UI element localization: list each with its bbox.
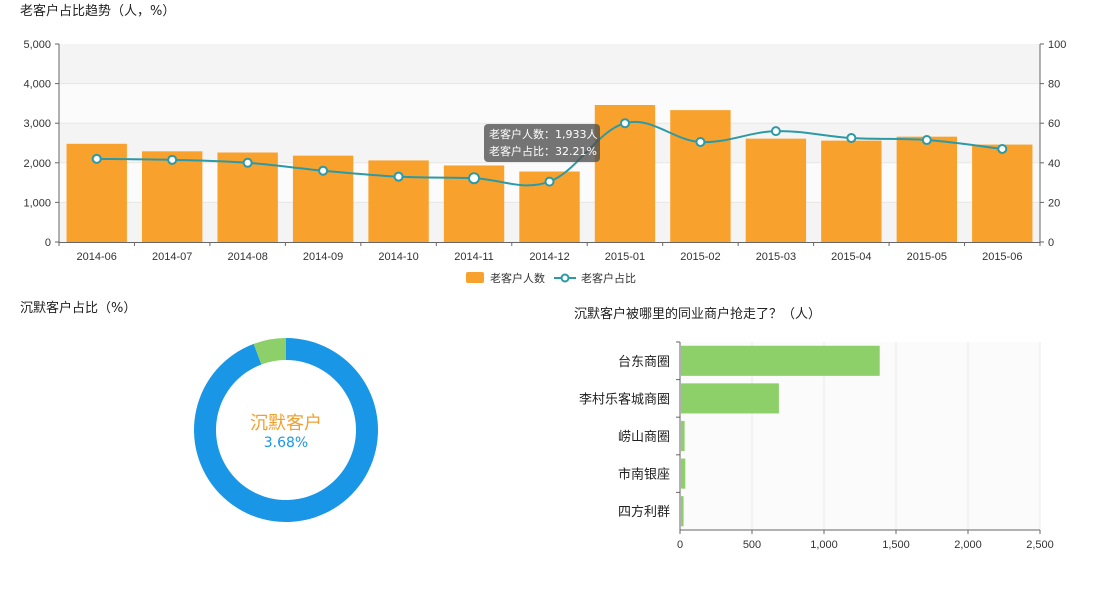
x-tick-label: 2014-09 xyxy=(303,251,343,263)
tooltip-line-ratio: 老客户占比：32.21% xyxy=(489,145,597,158)
hbar-category-label: 四方利群 xyxy=(618,504,670,520)
line-point xyxy=(846,133,857,144)
line-point xyxy=(167,154,178,165)
y-tick-label-left: 5,000 xyxy=(23,39,51,51)
bar-old-customers xyxy=(821,140,882,242)
line-point xyxy=(921,135,932,146)
hbar-x-tick-label: 500 xyxy=(743,539,761,551)
y-tick-label-right: 100 xyxy=(1048,39,1066,51)
bar-old-customers xyxy=(896,136,957,242)
plot-band xyxy=(59,83,1040,124)
x-tick-label: 2014-06 xyxy=(77,251,117,263)
y-tick-label-right: 80 xyxy=(1048,79,1060,91)
bar-old-customers xyxy=(972,144,1033,242)
x-tick-label: 2014-07 xyxy=(152,251,192,263)
x-tick-label: 2014-08 xyxy=(227,251,267,263)
x-tick-label: 2015-01 xyxy=(605,251,645,263)
y-tick-label-left: 3,000 xyxy=(23,118,51,130)
line-point xyxy=(619,118,630,129)
donut-center-value: 3.68% xyxy=(263,435,309,451)
donut-center-name: 沉默客户 xyxy=(250,413,322,434)
hbar-category-label: 台东商圈 xyxy=(618,355,670,370)
hbar-x-tick-label: 2,000 xyxy=(954,539,982,551)
hbar xyxy=(681,496,684,527)
bar-old-customers xyxy=(142,151,203,242)
y-tick-label-left: 4,000 xyxy=(23,79,51,91)
y-tick-label-right: 0 xyxy=(1048,237,1054,249)
hbar-category-label: 崂山商圈 xyxy=(618,430,670,445)
hbar-x-tick-label: 0 xyxy=(677,539,683,551)
legend-line-marker xyxy=(560,273,570,283)
hbar-category-label: 市南银座 xyxy=(618,467,670,483)
x-tick-label: 2014-12 xyxy=(529,251,569,263)
x-tick-label: 2015-05 xyxy=(907,251,947,263)
line-point xyxy=(468,172,481,185)
x-tick-label: 2015-02 xyxy=(680,251,720,263)
line-point xyxy=(242,157,253,168)
legend-line-label: 老客户占比 xyxy=(581,271,636,285)
competitor-chart-title: 沉默客户被哪里的同业商户抢走了？（人） xyxy=(574,307,822,322)
bar-old-customers xyxy=(670,110,731,242)
legend-bar-label: 老客户人数 xyxy=(490,271,545,285)
hbar-x-tick-label: 1,000 xyxy=(810,539,838,551)
hbar-category-label: 李村乐客城商圈 xyxy=(579,391,670,407)
x-tick-label: 2015-06 xyxy=(982,251,1022,263)
line-point xyxy=(393,171,404,182)
hbar xyxy=(681,383,779,414)
y-tick-label-right: 20 xyxy=(1048,197,1060,209)
hbar xyxy=(681,420,685,452)
plot-band xyxy=(59,44,1040,84)
y-tick-label-left: 1,000 xyxy=(23,197,51,209)
x-tick-label: 2015-04 xyxy=(831,251,871,263)
line-point xyxy=(91,153,102,164)
bar-old-customers xyxy=(745,138,807,242)
tooltip-line-count: 老客户人数：1,933人 xyxy=(489,128,598,141)
y-tick-label-left: 2,000 xyxy=(23,158,51,170)
hbar xyxy=(681,345,880,376)
hbar-x-tick-label: 2,500 xyxy=(1026,539,1054,551)
x-tick-label: 2015-03 xyxy=(756,251,796,263)
legend-bar-swatch xyxy=(466,272,484,283)
donut-slice-silent xyxy=(253,338,286,365)
silent-chart-title: 沉默客户占比（%） xyxy=(20,301,137,316)
hbar-x-tick-label: 1,500 xyxy=(882,539,910,551)
y-tick-label-left: 0 xyxy=(45,237,51,249)
line-point xyxy=(770,126,781,137)
chart-tooltip: 老客户人数：1,933人 老客户占比：32.21% xyxy=(484,124,600,162)
line-point xyxy=(997,143,1008,154)
hbar xyxy=(681,458,686,489)
x-tick-label: 2014-10 xyxy=(378,251,418,263)
line-point xyxy=(695,137,706,148)
trend-chart-title: 老客户占比趋势（人，%） xyxy=(20,4,176,19)
y-tick-label-right: 40 xyxy=(1048,158,1060,170)
line-point xyxy=(544,176,555,187)
line-point xyxy=(318,165,329,176)
x-tick-label: 2014-11 xyxy=(454,251,494,263)
y-tick-label-right: 60 xyxy=(1048,118,1060,130)
